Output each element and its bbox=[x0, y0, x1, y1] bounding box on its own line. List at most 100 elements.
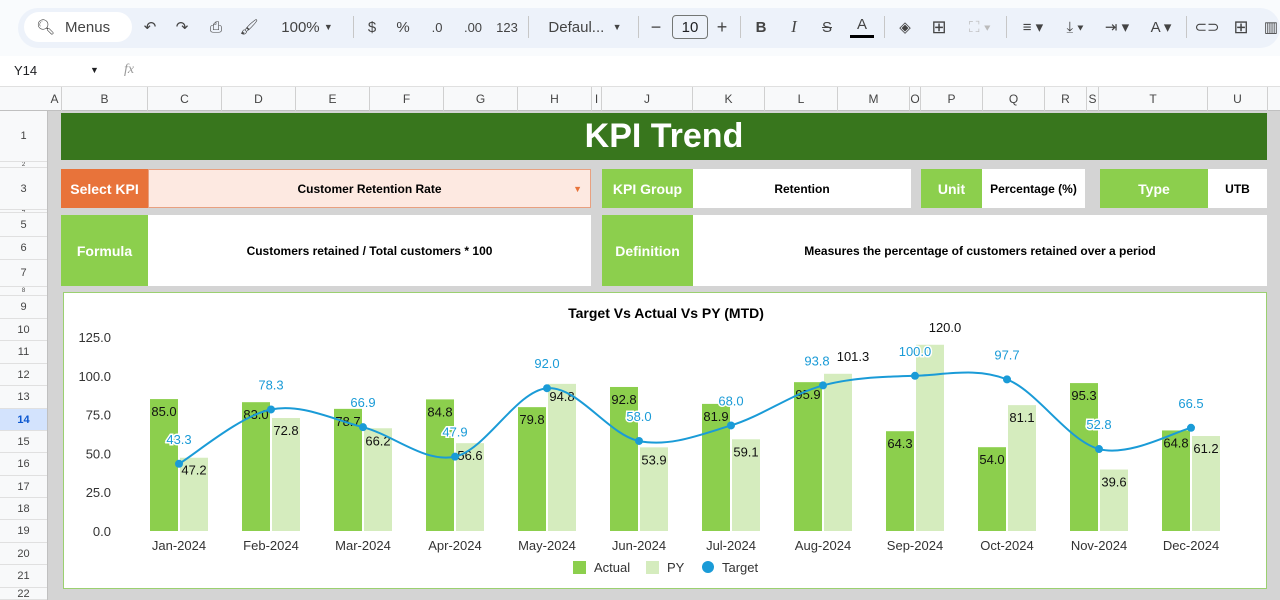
toolbar-bar bbox=[18, 8, 1280, 48]
print-icon[interactable]: ⎙ bbox=[209, 18, 222, 36]
text-wrap-icon[interactable]: ⇥ ▾ bbox=[1104, 19, 1130, 36]
divider bbox=[353, 16, 354, 38]
text-color-button[interactable]: A bbox=[850, 14, 874, 38]
formula-bar bbox=[0, 56, 1280, 87]
target-data-label: 66.5 bbox=[1178, 396, 1203, 411]
font-select[interactable]: Defaul... ▼ bbox=[540, 14, 630, 40]
x-tick-label: Apr-2024 bbox=[428, 538, 481, 553]
merge-cells-icon[interactable]: ⛶ ▾ bbox=[969, 18, 991, 36]
column-header-s[interactable]: S bbox=[1087, 87, 1099, 111]
column-header-o[interactable]: O bbox=[910, 87, 921, 111]
row-header-1[interactable]: 1 bbox=[0, 111, 47, 162]
select-kpi-dropdown[interactable]: Customer Retention Rate ▼ bbox=[148, 169, 591, 208]
strikethrough-icon[interactable]: S bbox=[821, 18, 832, 36]
py-data-label: 56.6 bbox=[457, 448, 482, 463]
name-box[interactable]: Y14 ▼ bbox=[14, 63, 99, 78]
row-header-20[interactable]: 20 bbox=[0, 543, 47, 565]
row-header-6[interactable]: 6 bbox=[0, 237, 47, 260]
number-format-button[interactable]: 123 bbox=[496, 19, 518, 35]
column-header-d[interactable]: D bbox=[222, 87, 296, 111]
menus-label: Menus bbox=[65, 18, 111, 36]
align-left-icon[interactable]: ≡ ▾ bbox=[1022, 19, 1044, 36]
column-header-g[interactable]: G bbox=[444, 87, 518, 111]
vertical-align-icon[interactable]: ⤓ ▾ bbox=[1066, 18, 1084, 36]
target-data-label: 97.7 bbox=[994, 347, 1019, 362]
definition-value: Measures the percentage of customers ret… bbox=[693, 215, 1267, 286]
row-header-9[interactable]: 9 bbox=[0, 296, 47, 319]
py-bar bbox=[732, 439, 760, 531]
column-header-f[interactable]: F bbox=[370, 87, 444, 111]
decrease-decimal-button[interactable]: .0 bbox=[431, 19, 443, 35]
divider bbox=[884, 16, 885, 38]
column-header-t[interactable]: T bbox=[1099, 87, 1208, 111]
x-tick-label: Aug-2024 bbox=[795, 538, 851, 553]
borders-icon[interactable]: ⊞ bbox=[931, 16, 947, 37]
column-header-c[interactable]: C bbox=[148, 87, 222, 111]
column-header-i[interactable]: I bbox=[592, 87, 602, 111]
font-size-input[interactable]: 10 bbox=[672, 15, 708, 39]
column-header-j[interactable]: J bbox=[602, 87, 693, 111]
column-header-u[interactable]: U bbox=[1208, 87, 1268, 111]
zoom-select[interactable]: 100% ▼ bbox=[272, 14, 342, 40]
legend-actual-label: Actual bbox=[594, 560, 630, 575]
row-header-18[interactable]: 18 bbox=[0, 498, 47, 520]
row-header-13[interactable]: 13 bbox=[0, 386, 47, 409]
row-header-17[interactable]: 17 bbox=[0, 476, 47, 498]
paint-format-icon[interactable]: 🖌︎ bbox=[239, 19, 259, 36]
redo-icon[interactable]: ↷ bbox=[175, 19, 189, 36]
py-bar bbox=[1192, 436, 1220, 531]
row-header-21[interactable]: 21 bbox=[0, 565, 47, 588]
fill-color-icon[interactable]: ◈ bbox=[899, 19, 911, 36]
column-header-e[interactable]: E bbox=[296, 87, 370, 111]
row-header-10[interactable]: 10 bbox=[0, 319, 47, 341]
italic-button[interactable]: I bbox=[791, 17, 797, 36]
row-header-19[interactable]: 19 bbox=[0, 520, 47, 543]
target-point bbox=[451, 452, 459, 461]
row-header-2[interactable]: 2 bbox=[0, 162, 47, 168]
x-tick-label: Dec-2024 bbox=[1163, 538, 1219, 553]
py-data-label: 53.9 bbox=[641, 452, 666, 467]
actual-data-label: 79.8 bbox=[519, 412, 544, 427]
column-header-h[interactable]: H bbox=[518, 87, 592, 111]
column-header-a[interactable]: A bbox=[48, 87, 62, 111]
column-header-r[interactable]: R bbox=[1045, 87, 1087, 111]
chevron-down-icon[interactable]: ▼ bbox=[573, 183, 582, 194]
column-header-l[interactable]: L bbox=[765, 87, 838, 111]
column-header-m[interactable]: M bbox=[838, 87, 910, 111]
row-header-7[interactable]: 7 bbox=[0, 260, 47, 287]
actual-bar bbox=[702, 403, 730, 531]
kpi-group-label: KPI Group bbox=[602, 169, 693, 208]
text-rotation-icon[interactable]: A ▾ bbox=[1150, 19, 1172, 36]
py-bar bbox=[180, 457, 208, 531]
row-header-15[interactable]: 15 bbox=[0, 431, 47, 453]
comment-icon[interactable]: ⊞ bbox=[1233, 16, 1249, 37]
row-header-5[interactable]: 5 bbox=[0, 213, 47, 237]
column-header-k[interactable]: K bbox=[693, 87, 765, 111]
target-data-label: 92.0 bbox=[534, 356, 559, 371]
menus-search[interactable]: 🔍︎ Menus bbox=[24, 12, 132, 42]
chart-icon[interactable]: ▥ bbox=[1263, 19, 1279, 36]
decrease-font-size-icon[interactable]: − bbox=[650, 16, 662, 37]
row-header-3[interactable]: 3 bbox=[0, 168, 47, 210]
percent-button[interactable]: % bbox=[396, 18, 410, 36]
increase-decimal-button[interactable]: .00 bbox=[463, 19, 483, 35]
row-header-8[interactable]: 8 bbox=[0, 287, 47, 296]
row-header-4[interactable]: 4 bbox=[0, 210, 47, 213]
actual-bar bbox=[1070, 383, 1098, 531]
bold-button[interactable]: B bbox=[755, 18, 767, 36]
link-icon[interactable]: ⊂⊃ bbox=[1194, 19, 1220, 36]
column-header-p[interactable]: P bbox=[921, 87, 983, 111]
actual-bar bbox=[610, 386, 638, 531]
column-header-b[interactable]: B bbox=[62, 87, 148, 111]
target-point bbox=[819, 381, 827, 390]
undo-icon[interactable]: ↶ bbox=[143, 19, 157, 36]
increase-font-size-icon[interactable]: + bbox=[716, 16, 728, 37]
column-header-q[interactable]: Q bbox=[983, 87, 1045, 111]
row-header-16[interactable]: 16 bbox=[0, 453, 47, 476]
row-header-14[interactable]: 14 bbox=[0, 409, 47, 431]
row-header-11[interactable]: 11 bbox=[0, 341, 47, 364]
py-bar bbox=[364, 428, 392, 531]
row-header-12[interactable]: 12 bbox=[0, 364, 47, 386]
target-point bbox=[1003, 375, 1011, 384]
currency-button[interactable]: $ bbox=[367, 18, 377, 36]
